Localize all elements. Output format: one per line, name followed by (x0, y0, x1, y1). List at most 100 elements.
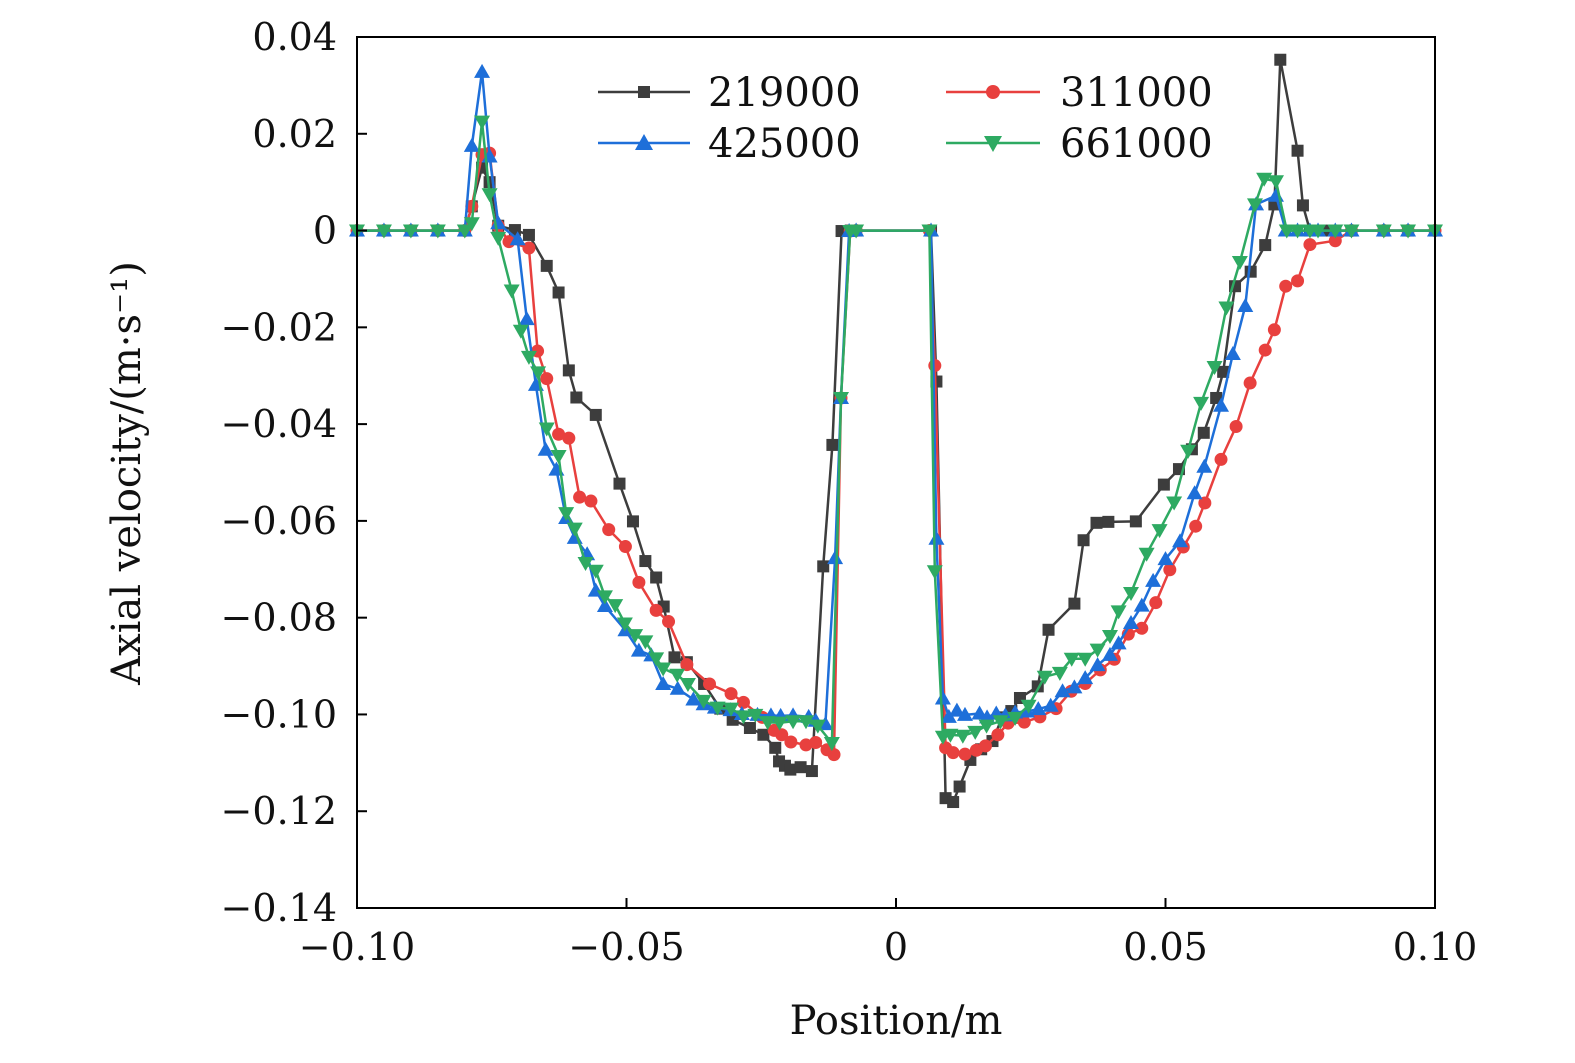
data-point-425000 (655, 675, 672, 690)
legend-marker-219000 (638, 86, 650, 98)
data-point-661000 (596, 590, 613, 605)
data-point-661000 (1231, 256, 1248, 271)
data-point-425000 (1224, 345, 1241, 360)
data-point-661000 (550, 450, 567, 465)
data-point-219000 (953, 780, 966, 793)
data-point-425000 (669, 680, 686, 695)
data-point-661000 (655, 662, 672, 677)
data-point-219000 (639, 555, 652, 568)
data-point-661000 (375, 224, 392, 239)
data-point-661000 (797, 715, 814, 730)
data-point-661000 (503, 284, 520, 299)
data-point-425000 (1196, 458, 1213, 473)
data-point-661000 (1375, 224, 1392, 239)
data-point-219000 (1296, 199, 1309, 212)
data-point-219000 (1102, 515, 1115, 528)
data-point-425000 (685, 691, 702, 706)
data-point-661000 (429, 224, 446, 239)
data-point-661000 (1051, 666, 1068, 681)
data-point-661000 (538, 422, 555, 437)
data-point-311000 (1017, 715, 1031, 729)
data-point-661000 (823, 736, 840, 751)
data-point-425000 (827, 550, 844, 565)
data-point-219000 (613, 477, 626, 490)
data-point-661000 (1256, 172, 1273, 187)
tick-layer: −0.10 −0.05 0 0.05 0.10 −0.14 −0.12 −0.10 −0.08 −… (221, 15, 1478, 969)
data-point-425000 (1123, 614, 1140, 629)
data-point-311000 (946, 746, 960, 760)
data-point-661000 (1193, 396, 1210, 411)
data-point-311000 (1328, 234, 1342, 248)
data-point-661000 (1123, 586, 1140, 601)
y-tick-label: −0.06 (221, 499, 337, 543)
data-point-219000 (540, 259, 553, 272)
data-point-311000 (1258, 343, 1272, 357)
y-tick-label: 0.04 (252, 15, 337, 59)
data-point-425000 (940, 708, 957, 723)
data-point-661000 (1218, 301, 1235, 316)
data-point-219000 (1157, 478, 1170, 491)
data-point-661000 (1077, 652, 1094, 667)
legend-entry-661000: 661000 (946, 121, 1213, 167)
data-point-311000 (736, 695, 750, 709)
data-point-311000 (1229, 420, 1243, 434)
data-point-661000 (1020, 699, 1037, 714)
data-point-311000 (1198, 496, 1212, 510)
data-point-311000 (1189, 519, 1203, 533)
data-point-311000 (1303, 238, 1317, 252)
data-point-219000 (743, 721, 756, 734)
data-point-219000 (589, 408, 602, 421)
data-point-661000 (1166, 496, 1183, 511)
data-point-425000 (1089, 657, 1106, 672)
x-tick-label: −0.05 (568, 925, 684, 969)
x-tick-label: 0.05 (1123, 925, 1208, 969)
data-point-311000 (1291, 274, 1305, 288)
data-point-425000 (463, 137, 480, 152)
data-point-311000 (703, 677, 717, 691)
data-point-425000 (630, 642, 647, 657)
data-point-661000 (512, 324, 529, 339)
data-point-425000 (1133, 597, 1150, 612)
legend: 219000 311000 425000 661000 (598, 70, 1213, 167)
data-point-425000 (1267, 187, 1284, 202)
y-tick-label: 0 (313, 209, 337, 253)
data-point-661000 (1278, 224, 1295, 239)
data-point-661000 (1063, 652, 1080, 667)
data-point-661000 (833, 391, 850, 406)
data-point-425000 (1042, 697, 1059, 712)
data-point-311000 (991, 728, 1005, 742)
data-point-311000 (1149, 596, 1163, 610)
y-tick-label: −0.02 (221, 305, 337, 349)
series-line-425000 (357, 70, 1435, 726)
data-point-661000 (1110, 605, 1127, 620)
data-point-661000 (954, 729, 971, 744)
data-point-661000 (921, 224, 938, 239)
data-point-661000 (679, 677, 696, 692)
data-point-311000 (584, 494, 598, 508)
data-point-425000 (934, 690, 951, 705)
data-point-661000 (627, 629, 644, 644)
data-point-425000 (1157, 551, 1174, 566)
data-point-661000 (1180, 444, 1197, 459)
data-point-425000 (1054, 683, 1071, 698)
data-point-311000 (1163, 563, 1177, 577)
y-tick-label: −0.08 (221, 596, 337, 640)
data-point-219000 (626, 515, 639, 528)
data-point-661000 (520, 350, 537, 365)
data-point-661000 (709, 701, 726, 716)
series-219000 (351, 53, 1441, 809)
series-layer (349, 53, 1443, 809)
data-point-425000 (928, 530, 945, 545)
data-point-311000 (1243, 376, 1257, 390)
data-point-661000 (1138, 547, 1155, 562)
data-point-661000 (1343, 224, 1360, 239)
data-point-661000 (785, 715, 802, 730)
series-line-219000 (357, 58, 1435, 804)
data-point-219000 (1042, 623, 1055, 636)
data-point-219000 (794, 761, 807, 774)
data-point-661000 (695, 694, 712, 709)
data-point-311000 (1214, 452, 1228, 466)
data-point-311000 (562, 431, 576, 445)
y-tick-label: −0.12 (221, 789, 337, 833)
data-point-661000 (1246, 198, 1263, 213)
